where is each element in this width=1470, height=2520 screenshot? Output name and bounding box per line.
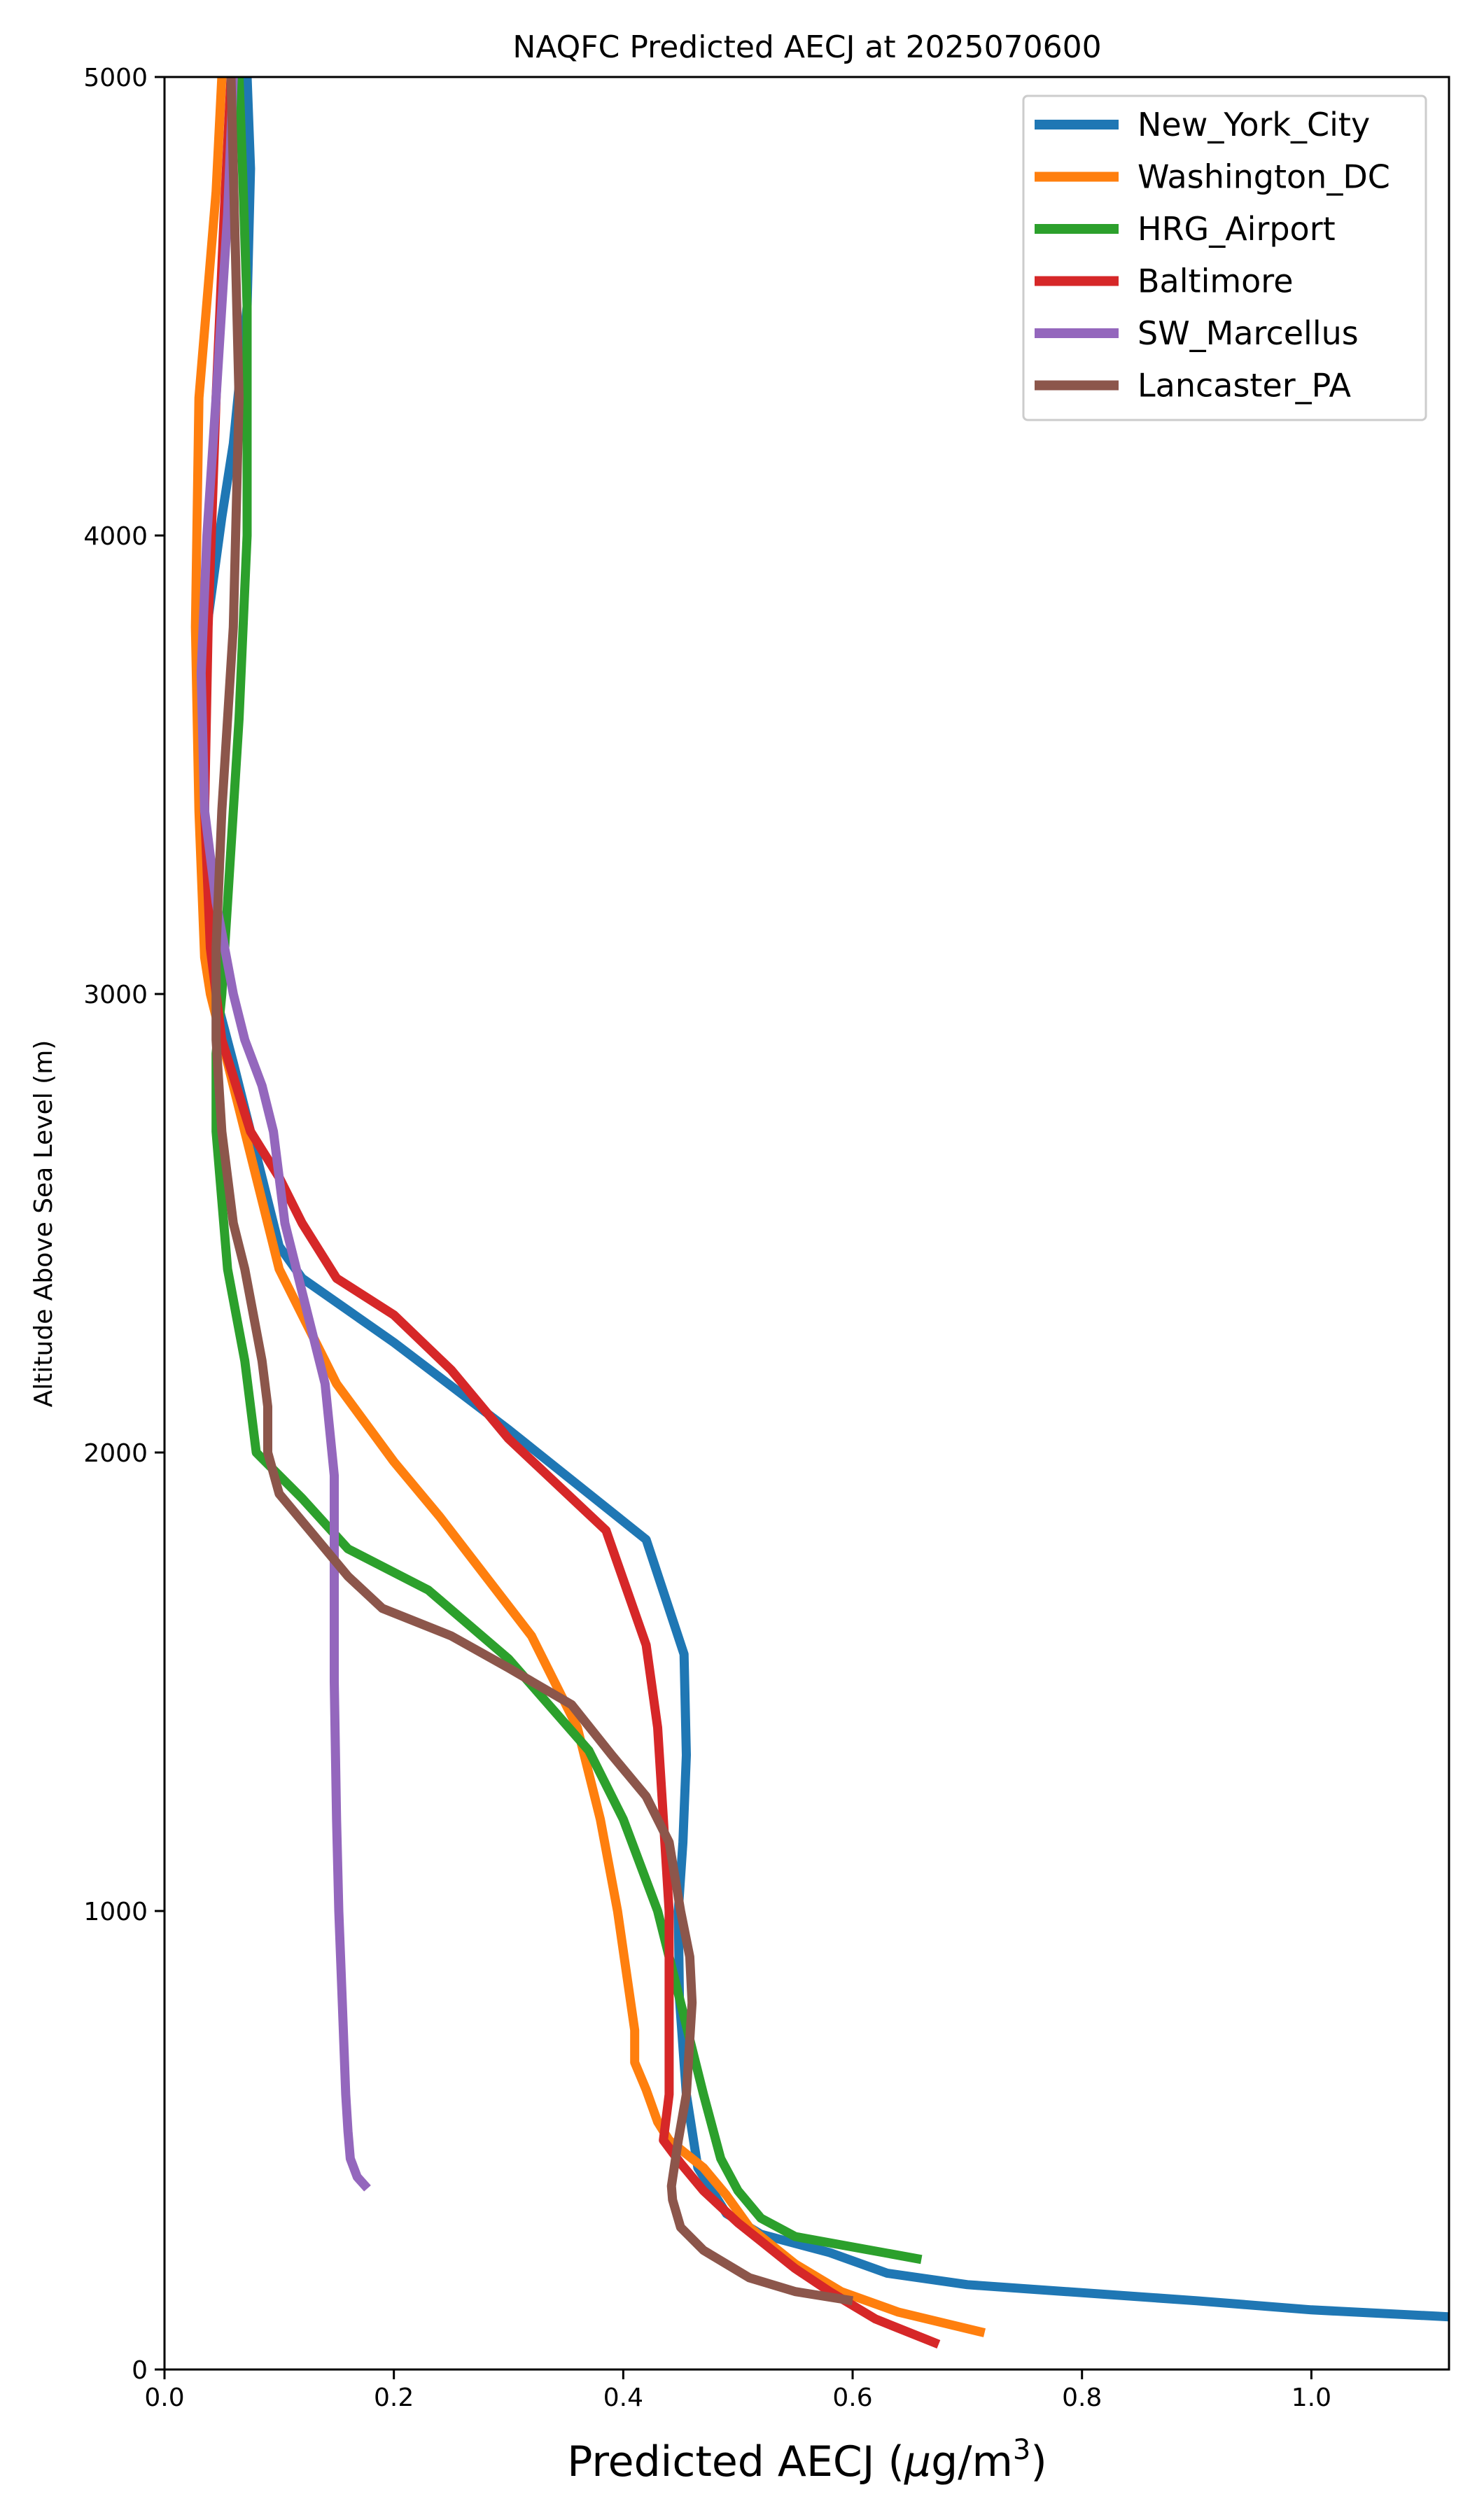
x-axis-label-close: ) (1030, 2437, 1046, 2486)
y-axis: 0 1000 2000 3000 4000 5000 (83, 64, 164, 2385)
x-axis: 0.0 0.2 0.4 0.6 0.8 1.0 (144, 2370, 1331, 2412)
legend-label-washington-dc: Washington_DC (1138, 158, 1390, 196)
chart-title: NAQFC Predicted AECJ at 2025070600 (512, 29, 1101, 65)
x-axis-label-main: Predicted AECJ ( (567, 2437, 904, 2486)
legend-label-baltimore: Baltimore (1138, 262, 1294, 300)
x-tick-label: 0.8 (1062, 2384, 1102, 2412)
x-axis-label-mu: μ (904, 2437, 931, 2486)
y-tick-label: 2000 (83, 1439, 148, 1468)
y-tick-label: 1000 (83, 1898, 148, 1926)
x-axis-label-superscript: 3 (1013, 2434, 1030, 2466)
legend-box (1022, 94, 1427, 421)
legend-label-hrg-airport: HRG_Airport (1138, 210, 1336, 248)
y-tick-label: 5000 (83, 64, 148, 92)
series-line-hrg-airport (211, 77, 923, 2264)
x-axis-label: Predicted AECJ (μg/m3) (567, 2434, 1047, 2486)
series-line-washington-dc (190, 77, 986, 2337)
plot-frame (163, 76, 1450, 2371)
legend-label-lancaster-pa: Lancaster_PA (1138, 367, 1351, 405)
x-tick-label: 0.0 (144, 2384, 184, 2412)
series-line-baltimore (200, 77, 941, 2349)
legend-label-new-york-city: New_York_City (1138, 106, 1370, 144)
series-line-sw-marcellus (196, 77, 371, 2192)
legend: New_York_City Washington_DC HRG_Airport Bal… (1022, 94, 1427, 421)
x-tick-label: 0.2 (374, 2384, 414, 2412)
series-layer (190, 77, 1449, 2349)
y-tick-label: 3000 (83, 981, 148, 1009)
series-line-lancaster-pa (211, 77, 854, 2306)
legend-label-sw-marcellus: SW_Marcellus (1138, 314, 1359, 352)
x-tick-label: 0.4 (603, 2384, 643, 2412)
x-axis-label-unit: g/m (931, 2437, 1013, 2486)
x-tick-label: 1.0 (1292, 2384, 1331, 2412)
y-axis-label: Altitude Above Sea Level (m) (29, 1040, 58, 1408)
y-tick-label: 4000 (83, 522, 148, 551)
x-tick-label: 0.6 (832, 2384, 872, 2412)
y-tick-label: 0 (132, 2356, 148, 2385)
